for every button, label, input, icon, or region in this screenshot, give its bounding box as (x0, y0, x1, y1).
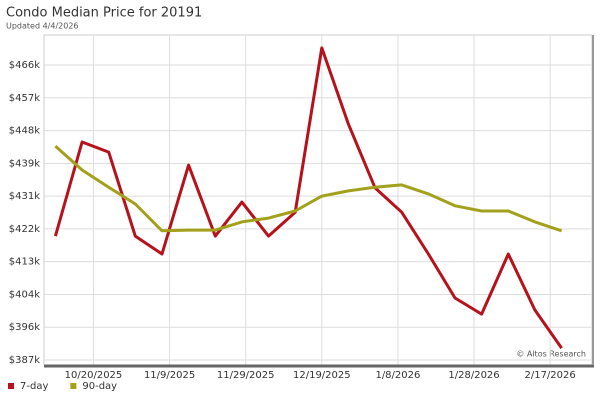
y-tick-label: $431k (9, 191, 40, 202)
y-tick-label: $396k (9, 322, 40, 333)
x-tick-label: 10/20/2025 (65, 370, 123, 381)
legend-label: 90-day (82, 381, 117, 392)
chart-subtitle: Updated 4/4/2026 (6, 22, 79, 31)
y-tick-label: $422k (9, 224, 40, 235)
y-tick-label: $387k (9, 355, 40, 366)
y-tick-label: $448k (9, 126, 40, 137)
legend-swatch (8, 383, 14, 389)
plot-area (43, 34, 593, 366)
line-series (53, 46, 563, 349)
chart-title: Condo Median Price for 20191 (6, 6, 202, 21)
x-tick-label: 11/9/2025 (144, 370, 195, 381)
y-tick-label: $457k (9, 93, 40, 104)
x-tick-label: 2/17/2026 (524, 370, 575, 381)
y-tick-label: $404k (9, 289, 40, 300)
line-series (54, 144, 563, 233)
watermark: © Altos Research (516, 350, 586, 359)
x-tick-label: 1/8/2026 (375, 370, 420, 381)
x-tick-label: 11/29/2025 (217, 370, 275, 381)
y-tick-label: $413k (9, 257, 40, 268)
y-tick-label: $439k (9, 158, 40, 169)
x-tick-label: 1/28/2026 (448, 370, 499, 381)
x-tick-label: 12/19/2025 (293, 370, 351, 381)
y-tick-label: $466k (9, 60, 40, 71)
legend-swatch (70, 383, 77, 389)
legend-label: 7-day (20, 381, 48, 392)
